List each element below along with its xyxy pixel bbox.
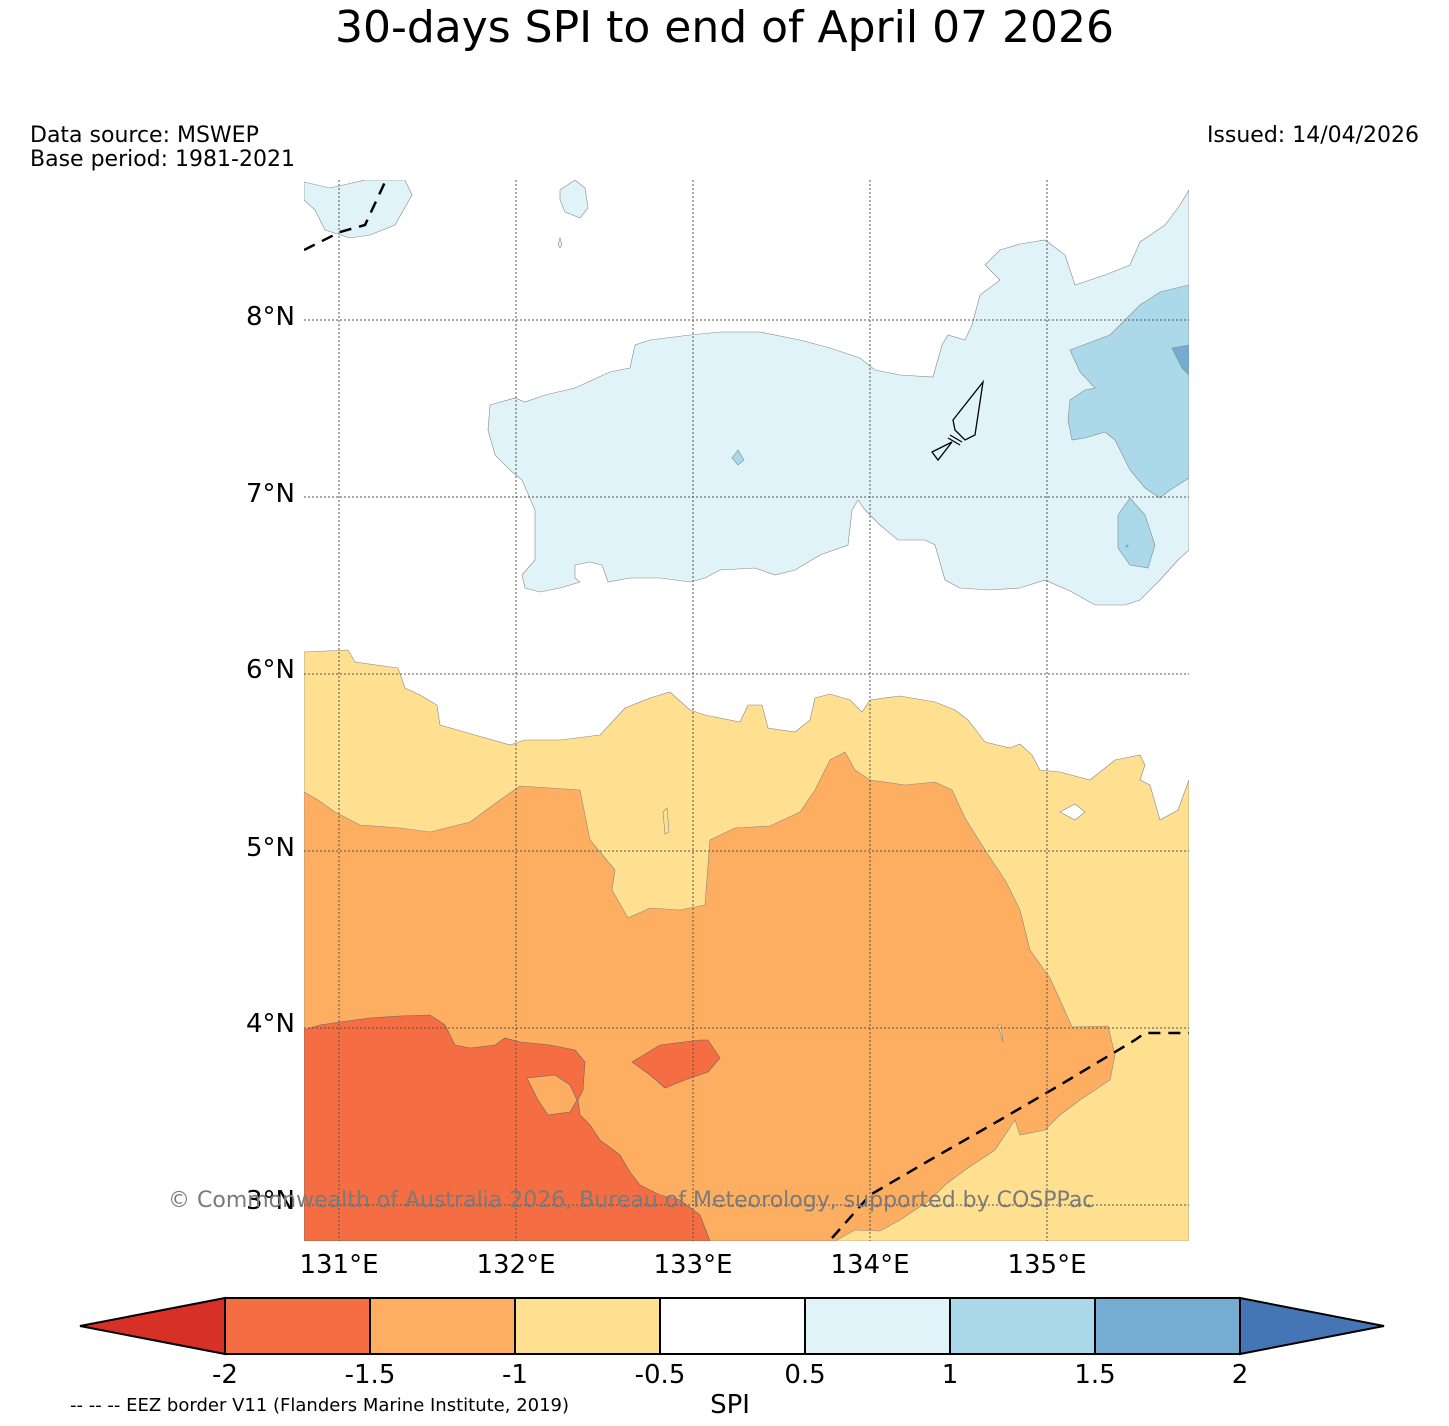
spi-band-moderate-wet-islet xyxy=(559,180,589,219)
map-title: 30-days SPI to end of April 07 2026 xyxy=(334,2,1115,53)
colorbar-segment xyxy=(949,1297,1096,1355)
colorbar-tick: -0.5 xyxy=(634,1360,686,1390)
colorbar-tick: 1 xyxy=(941,1360,959,1390)
colorbar-segment xyxy=(514,1297,661,1355)
lat-label-4n: 4°N xyxy=(246,1009,295,1039)
lat-label-5n: 5°N xyxy=(246,833,295,863)
colorbar-extend-high xyxy=(1239,1296,1385,1356)
spi-band-moderate-wet xyxy=(487,189,1189,606)
colorbar-title: SPI xyxy=(710,1390,750,1420)
lon-label-133e: 133°E xyxy=(653,1250,733,1280)
colorbar-segment xyxy=(369,1297,516,1355)
spi-normal-patch xyxy=(1059,803,1086,821)
spi-band-extreme-dry xyxy=(304,1014,711,1241)
lon-label-131e: 131°E xyxy=(299,1250,379,1280)
graticule xyxy=(304,180,1189,1241)
colorbar-tick: 1.5 xyxy=(1074,1360,1116,1390)
eez-border-se xyxy=(831,1031,1189,1239)
spi-band-severe-wet-dot xyxy=(731,449,745,466)
lon-label-134e: 134°E xyxy=(830,1250,910,1280)
spi-band-severe-wet-patch xyxy=(1117,497,1156,569)
lon-label-132e: 132°E xyxy=(476,1250,556,1280)
issued-date: Issued: 14/04/2026 xyxy=(1206,123,1419,148)
colorbar-segment xyxy=(1094,1297,1241,1355)
colorbar-tick: -2 xyxy=(212,1360,238,1390)
meta-left: Data source: MSWEP Base period: 1981-202… xyxy=(30,124,295,172)
spi-red-patch xyxy=(631,1039,721,1089)
base-period: Base period: 1981-2021 xyxy=(30,147,295,172)
island-outline xyxy=(931,379,985,462)
lat-label-8n: 8°N xyxy=(246,302,295,332)
colorbar-extend-low xyxy=(79,1296,226,1356)
spi-band-moderate-wet-dot xyxy=(557,236,563,249)
colorbar-segment xyxy=(659,1297,806,1355)
spi-map xyxy=(304,180,1189,1241)
colorbar xyxy=(79,1296,1385,1356)
spi-orange-patch xyxy=(526,1074,578,1116)
spi-band-extreme-wet-dot xyxy=(1125,544,1129,548)
spi-yellow-patch xyxy=(662,807,670,835)
eez-legend-note: -- -- -- EEZ border V11 (Flanders Marine… xyxy=(70,1395,570,1416)
eez-border-nw xyxy=(304,181,387,252)
data-source: Data source: MSWEP xyxy=(30,123,259,148)
spi-band-moderate-wet-nw xyxy=(304,180,413,239)
spi-band-extreme-wet xyxy=(1171,344,1189,376)
copyright-notice: © Commonwealth of Australia 2026, Bureau… xyxy=(168,1188,1095,1213)
colorbar-tick: 2 xyxy=(1231,1360,1249,1390)
lat-label-3n: 3°N xyxy=(246,1186,295,1216)
lat-label-7n: 7°N xyxy=(246,479,295,509)
spi-yellow-patch xyxy=(997,1024,1004,1043)
colorbar-tick: -1.5 xyxy=(344,1360,396,1390)
lat-label-6n: 6°N xyxy=(246,655,295,685)
colorbar-segment xyxy=(804,1297,951,1355)
colorbar-tick: 0.5 xyxy=(784,1360,826,1390)
spi-band-severe-wet xyxy=(1067,284,1189,499)
colorbar-segment xyxy=(224,1297,371,1355)
colorbar-tick: -1 xyxy=(502,1360,528,1390)
lon-label-135e: 135°E xyxy=(1007,1250,1087,1280)
